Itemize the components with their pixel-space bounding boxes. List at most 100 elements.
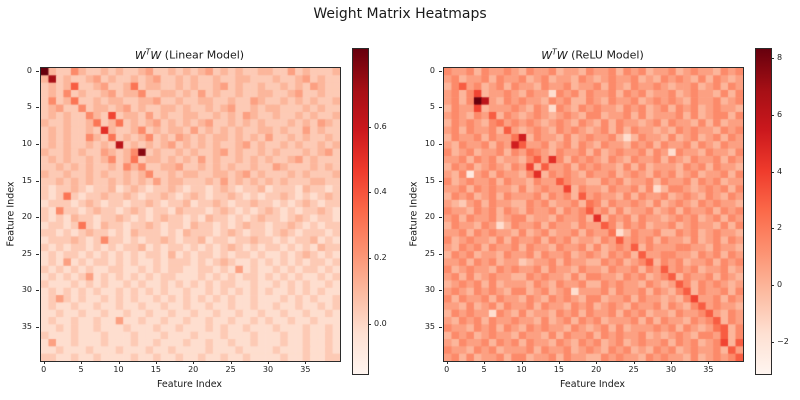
colorbar-tick-mark bbox=[368, 258, 371, 260]
colorbar-tick-label: 0.6 bbox=[374, 121, 387, 131]
x-tick-mark bbox=[81, 361, 83, 364]
colorbar-tick-label: 6 bbox=[777, 109, 783, 119]
y-tick-label: 30 bbox=[21, 285, 32, 295]
y-axis-ticks: 0 5 10 15 20 25 30 35 bbox=[0, 65, 40, 360]
colorbar-relu bbox=[755, 48, 772, 375]
x-tick-mark bbox=[671, 361, 672, 364]
x-tick-mark bbox=[268, 361, 269, 364]
x-tick-mark bbox=[43, 361, 45, 364]
heatmap-axes-relu bbox=[443, 67, 744, 362]
y-tick-label: 15 bbox=[21, 175, 32, 185]
x-tick-label: 30 bbox=[262, 365, 274, 374]
colorbar-tick-label: −2 bbox=[777, 336, 789, 346]
colorbar-tick-label: 4 bbox=[777, 166, 783, 176]
panel-relu-model: WTW (ReLU Model) Feature Index 0 5 10 15 20 2… bbox=[403, 0, 800, 400]
title-rest: (Linear Model) bbox=[161, 48, 245, 62]
x-tick-mark bbox=[484, 361, 486, 364]
x-tick-label: 20 bbox=[188, 365, 199, 374]
y-tick-label: 20 bbox=[21, 212, 32, 222]
subplot-title-relu: WTW (ReLU Model) bbox=[443, 47, 742, 62]
y-tick-mark bbox=[36, 107, 39, 109]
x-tick-label: 15 bbox=[553, 365, 564, 374]
colorbar-tick-mark bbox=[771, 228, 774, 230]
y-tick-mark bbox=[36, 143, 39, 145]
colorbar-ticks-relu: 8 6 4 2 0 −2 bbox=[755, 48, 799, 373]
y-tick-mark bbox=[36, 327, 39, 328]
y-tick-mark bbox=[439, 253, 442, 255]
colorbar-tick-mark bbox=[771, 57, 774, 59]
x-tick-mark bbox=[155, 361, 157, 364]
y-tick-label: 10 bbox=[21, 138, 32, 148]
heatmap-axes-linear bbox=[40, 67, 341, 362]
colorbar-tick-label: 0.2 bbox=[374, 253, 387, 263]
title-superscript-t: T bbox=[552, 47, 557, 56]
title-rest: (ReLU Model) bbox=[567, 48, 644, 62]
x-tick-mark bbox=[193, 361, 195, 364]
x-tick-mark bbox=[521, 361, 523, 364]
y-tick-label: 5 bbox=[26, 102, 32, 112]
heatmap-canvas-relu bbox=[444, 68, 743, 361]
x-tick-label: 10 bbox=[516, 365, 527, 374]
subplot-title-linear: WTW (Linear Model) bbox=[40, 47, 339, 62]
colorbar-linear bbox=[352, 48, 369, 375]
x-tick-label: 0 bbox=[444, 365, 450, 374]
y-tick-label: 0 bbox=[429, 65, 435, 75]
x-tick-mark bbox=[596, 361, 598, 364]
y-tick-mark bbox=[36, 70, 39, 72]
x-tick-label: 20 bbox=[591, 365, 602, 374]
y-tick-mark bbox=[36, 180, 39, 182]
x-tick-label: 35 bbox=[300, 365, 311, 374]
y-tick-label: 30 bbox=[424, 285, 435, 295]
title-superscript-t: T bbox=[145, 47, 151, 56]
x-axis-label: Feature Index bbox=[559, 379, 626, 390]
x-tick-label: 5 bbox=[78, 365, 84, 374]
y-tick-label: 15 bbox=[424, 175, 435, 185]
colorbar-tick-mark bbox=[368, 192, 371, 194]
y-tick-label: 35 bbox=[424, 322, 435, 331]
x-tick-mark bbox=[118, 361, 120, 364]
colorbar-tick-mark bbox=[368, 126, 371, 128]
x-axis-ticks: 0 5 10 15 20 25 30 35 bbox=[443, 361, 742, 375]
y-tick-mark bbox=[439, 70, 442, 72]
colorbar-tick-mark bbox=[771, 171, 774, 173]
x-tick-mark bbox=[446, 361, 448, 364]
colorbar-tick-label: 2 bbox=[777, 223, 783, 233]
heatmap-canvas-linear bbox=[41, 68, 340, 361]
y-tick-mark bbox=[439, 107, 442, 109]
y-tick-mark bbox=[36, 253, 39, 255]
colorbar-tick-mark bbox=[771, 285, 774, 286]
x-tick-label: 10 bbox=[113, 365, 124, 374]
y-tick-label: 5 bbox=[429, 102, 435, 112]
title-w1: W bbox=[541, 48, 553, 62]
colorbar-ticks-linear: 0.6 0.4 0.2 0.0 bbox=[352, 48, 396, 373]
colorbar-tick-label: 8 bbox=[777, 52, 783, 62]
y-tick-label: 20 bbox=[424, 212, 435, 222]
x-tick-mark bbox=[230, 361, 232, 364]
y-tick-mark bbox=[36, 217, 39, 219]
x-tick-label: 25 bbox=[628, 365, 639, 374]
y-tick-label: 35 bbox=[21, 322, 32, 331]
x-tick-label: 30 bbox=[665, 365, 677, 374]
panel-linear-model: WTW (Linear Model) Feature Index 0 5 10 15 2… bbox=[0, 0, 397, 400]
x-tick-mark bbox=[633, 361, 635, 364]
colorbar-tick-label: 0.0 bbox=[374, 318, 387, 328]
x-axis-ticks: 0 5 10 15 20 25 30 35 bbox=[40, 361, 339, 375]
y-tick-mark bbox=[439, 327, 442, 328]
title-w1: W bbox=[134, 48, 146, 62]
x-tick-label: 25 bbox=[225, 365, 236, 374]
y-tick-mark bbox=[439, 290, 442, 292]
y-tick-label: 25 bbox=[21, 248, 32, 258]
colorbar-tick-label: 0.4 bbox=[374, 187, 387, 197]
y-tick-mark bbox=[36, 290, 39, 292]
x-axis-label: Feature Index bbox=[156, 379, 223, 390]
y-tick-mark bbox=[439, 217, 442, 219]
title-w2: W bbox=[150, 48, 162, 62]
y-tick-label: 0 bbox=[26, 65, 32, 75]
y-tick-mark bbox=[439, 143, 442, 145]
title-w2: W bbox=[556, 48, 568, 62]
x-tick-label: 35 bbox=[703, 365, 714, 374]
figure-title: Weight Matrix Heatmaps bbox=[313, 6, 487, 22]
y-tick-mark bbox=[439, 180, 442, 182]
colorbar-tick-mark bbox=[368, 323, 371, 325]
colorbar-tick-label: 0 bbox=[777, 280, 783, 289]
